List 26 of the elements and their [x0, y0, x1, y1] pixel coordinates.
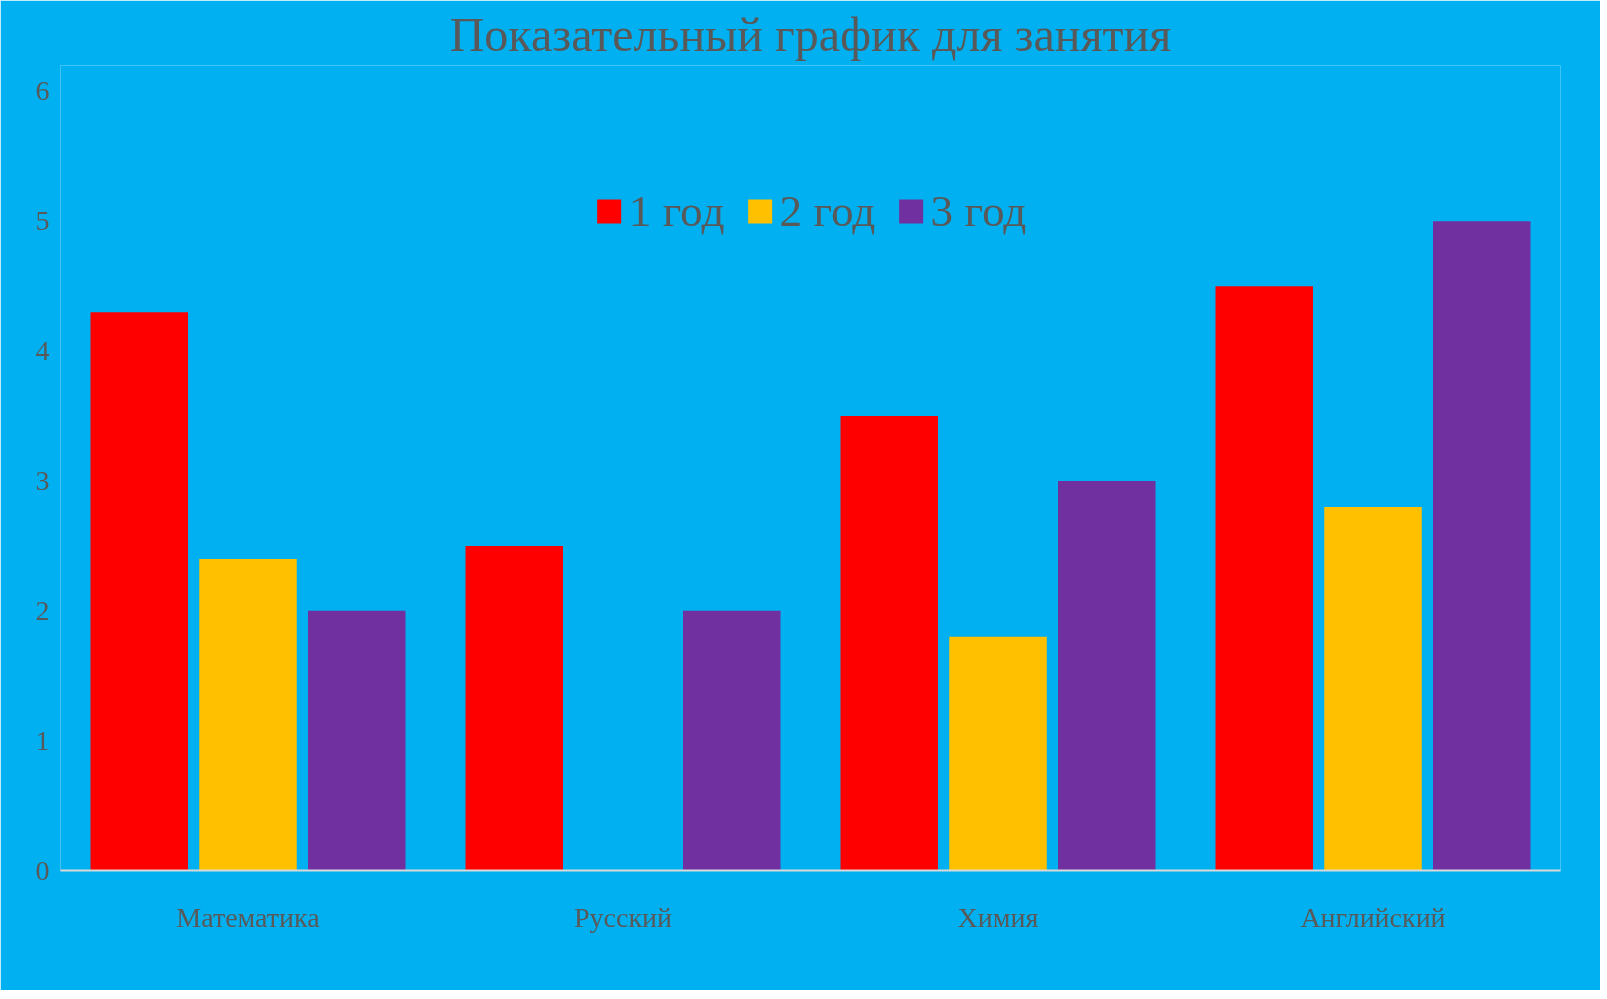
bar	[1215, 286, 1313, 871]
x-tick-label: Русский	[574, 901, 673, 933]
bar	[949, 636, 1047, 871]
bar	[683, 610, 781, 871]
bar	[840, 416, 938, 871]
bar	[308, 610, 406, 871]
y-tick-label: 2	[35, 594, 50, 626]
bar	[1058, 480, 1156, 871]
bar	[199, 558, 297, 871]
bar	[1324, 506, 1422, 871]
x-tick-label: Математика	[176, 901, 321, 933]
legend-label: 1 год	[628, 185, 725, 237]
legend-label: 2 год	[779, 185, 876, 237]
legend-label: 3 год	[930, 185, 1027, 237]
chart-title: Показательный график для занятия	[449, 7, 1172, 61]
y-tick-label: 6	[35, 75, 50, 107]
bar	[1433, 221, 1531, 871]
x-tick-label: Химия	[957, 901, 1039, 933]
y-tick-label: 5	[35, 205, 50, 237]
y-tick-label: 4	[35, 335, 50, 367]
bar	[465, 545, 563, 871]
bar	[90, 312, 188, 871]
x-tick-label: Английский	[1300, 901, 1446, 933]
y-tick-label: 0	[35, 854, 50, 886]
y-tick-label: 3	[35, 464, 50, 496]
y-tick-label: 1	[35, 724, 50, 756]
